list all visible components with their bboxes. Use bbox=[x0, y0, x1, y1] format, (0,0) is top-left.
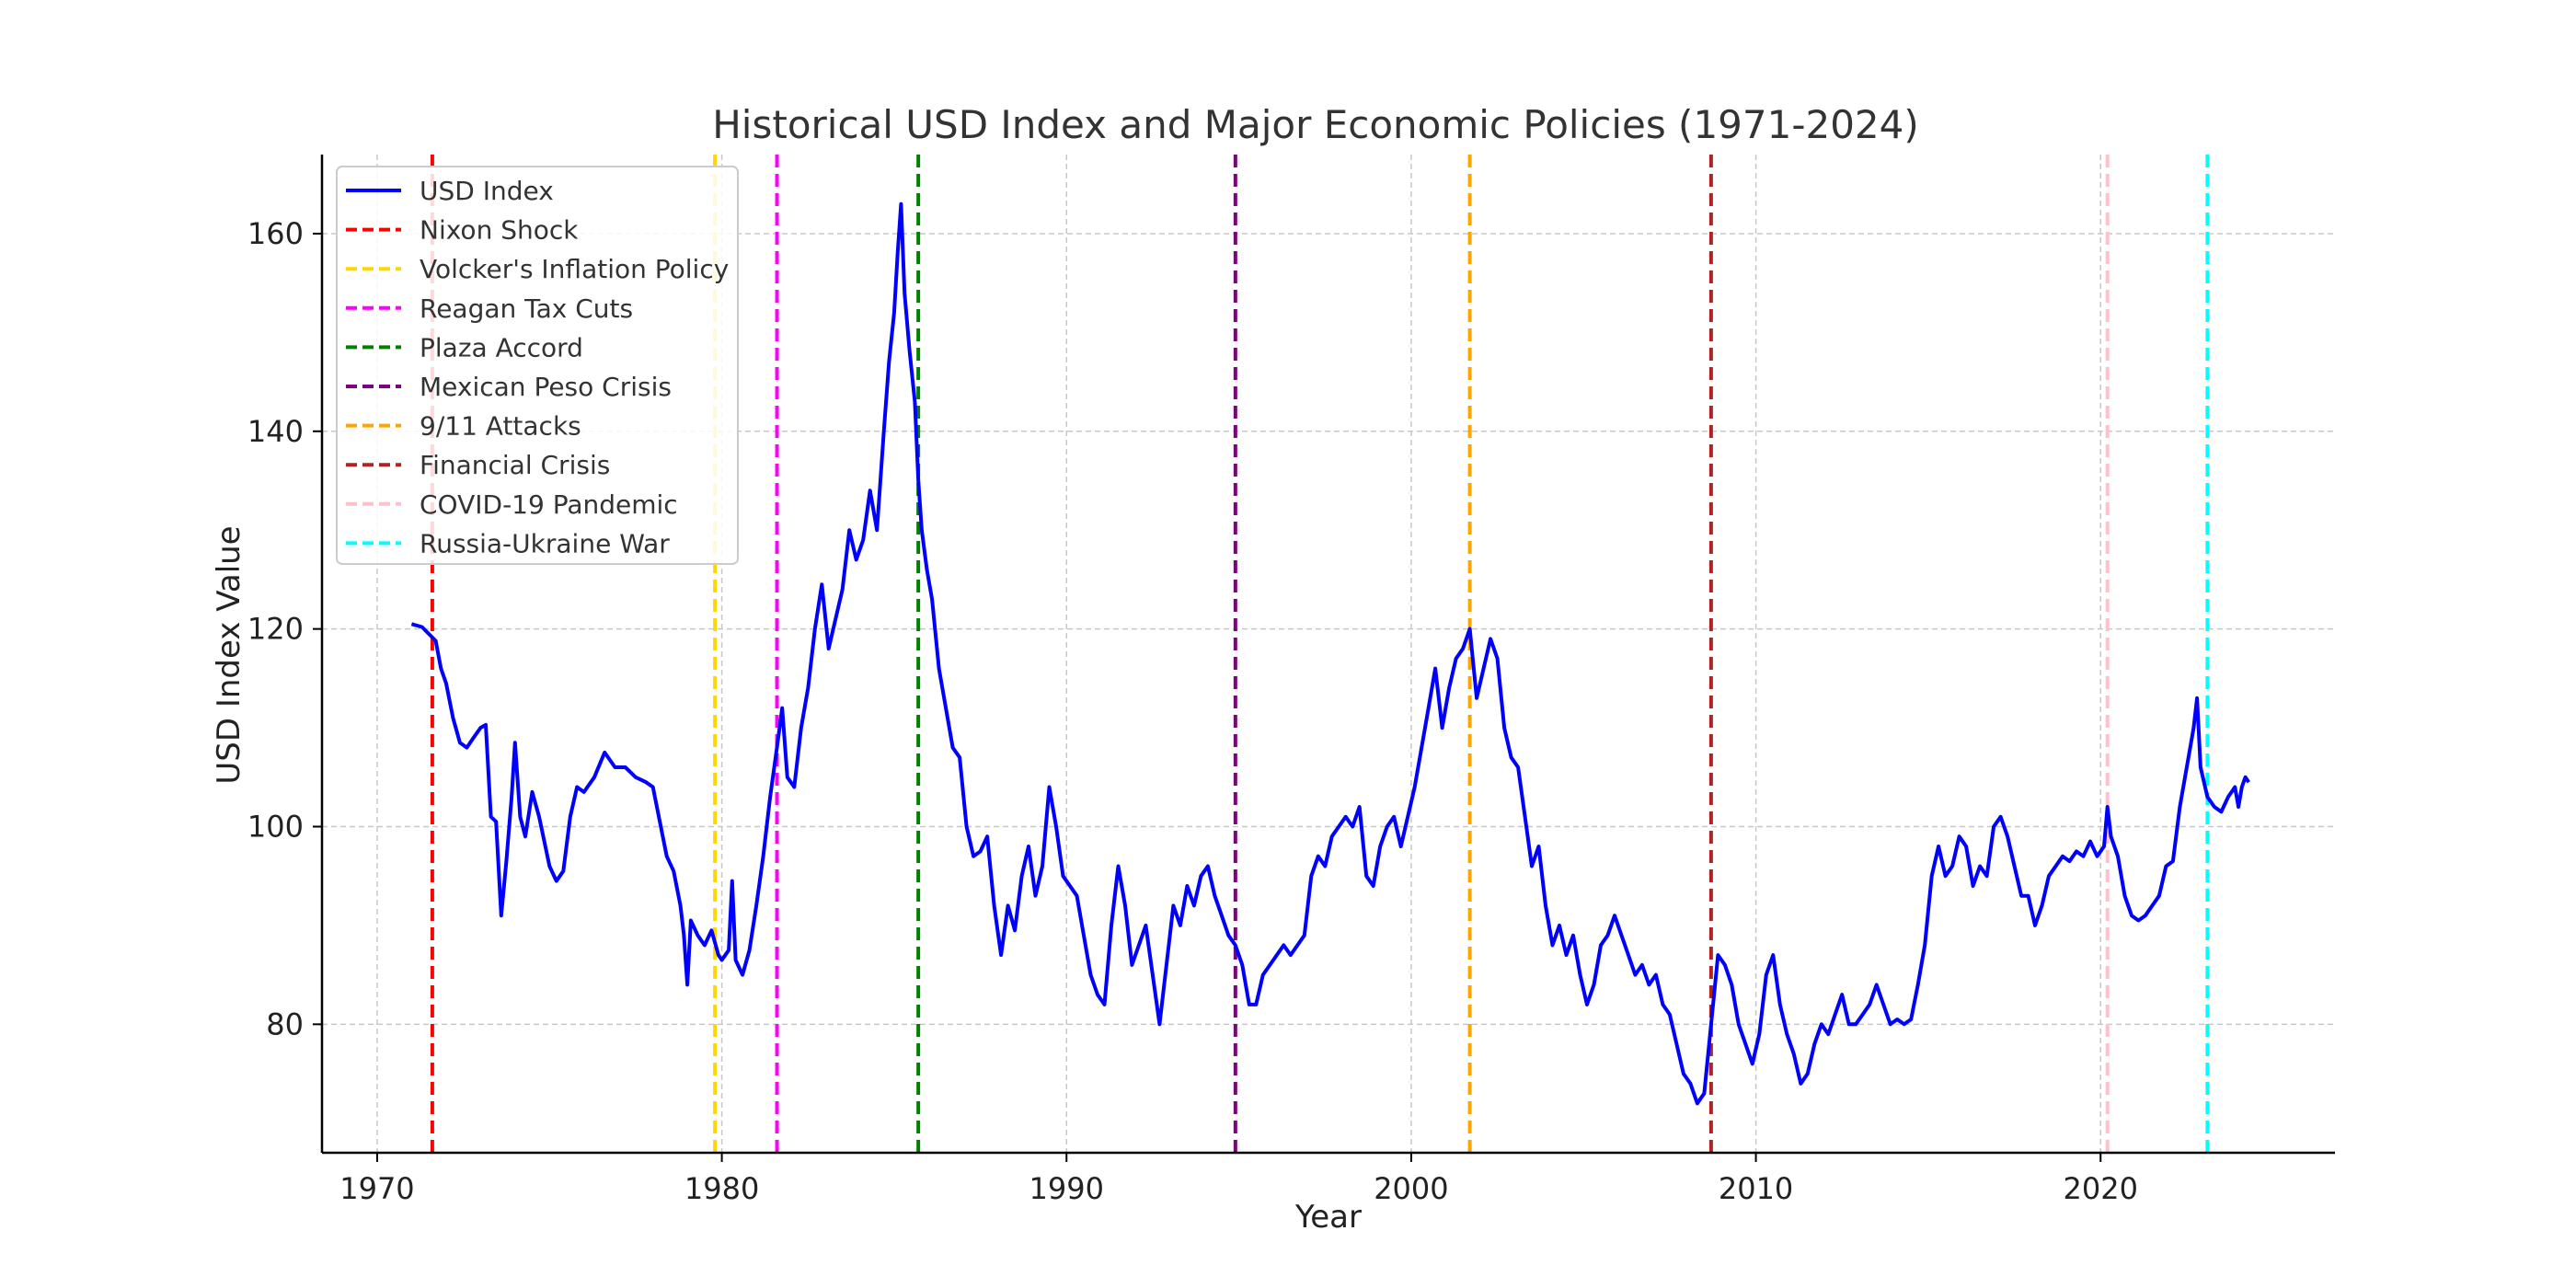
legend-label: COVID-19 Pandemic bbox=[420, 489, 678, 520]
legend-label: Financial Crisis bbox=[420, 450, 610, 480]
series-lines bbox=[410, 201, 2250, 1106]
x-axis-label: Year bbox=[1294, 1199, 1362, 1236]
x-tick-label: 2020 bbox=[2064, 1171, 2138, 1206]
legend-box bbox=[336, 166, 739, 565]
legend-label: Volcker's Inflation Policy bbox=[420, 254, 729, 284]
x-tick-label: 1980 bbox=[684, 1171, 759, 1206]
y-tick-label: 100 bbox=[247, 809, 304, 844]
x-tick-label: 1990 bbox=[1029, 1171, 1104, 1206]
y-axis-label: USD Index Value bbox=[211, 525, 247, 784]
y-tick-label: 120 bbox=[247, 612, 304, 647]
legend-label: USD Index bbox=[420, 176, 554, 206]
legend-label: 9/11 Attacks bbox=[420, 411, 581, 442]
x-tick-label: 2000 bbox=[1374, 1171, 1448, 1206]
legend: USD Index Nixon Shock Volcker's Inflation … bbox=[336, 166, 739, 565]
y-tick-label: 140 bbox=[247, 414, 304, 449]
legend-label: Plaza Accord bbox=[420, 332, 583, 362]
x-ticks: 1970 1980 1990 2000 2010 2020 bbox=[339, 1153, 2138, 1206]
legend-label: Mexican Peso Crisis bbox=[420, 372, 672, 402]
chart-title: Historical USD Index and Major Economic … bbox=[712, 102, 1919, 147]
x-tick-label: 1970 bbox=[339, 1171, 414, 1206]
legend-label: Nixon Shock bbox=[420, 215, 579, 246]
x-tick-label: 2010 bbox=[1719, 1171, 1793, 1206]
series-line bbox=[410, 201, 2250, 1106]
axes bbox=[320, 155, 2335, 1155]
legend-label: Russia-Ukraine War bbox=[420, 528, 670, 558]
y-ticks: 80 100 120 140 160 bbox=[247, 216, 322, 1041]
y-tick-label: 160 bbox=[247, 216, 304, 251]
y-tick-label: 80 bbox=[266, 1006, 304, 1041]
legend-label: Reagan Tax Cuts bbox=[420, 293, 633, 324]
